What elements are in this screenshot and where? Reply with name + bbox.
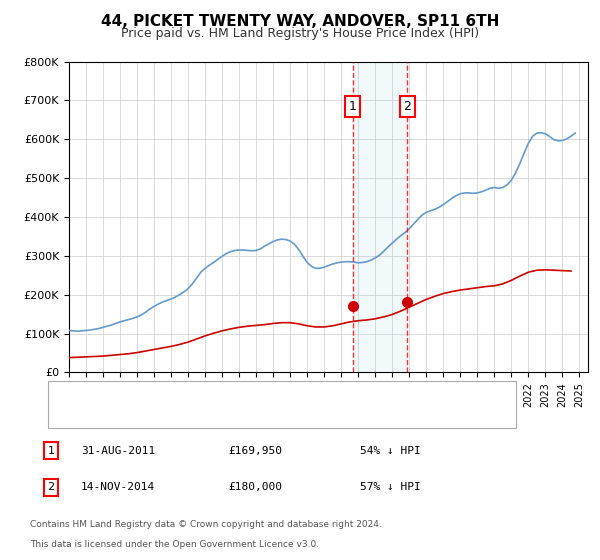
Text: ─────: ───── xyxy=(55,410,89,420)
Text: This data is licensed under the Open Government Licence v3.0.: This data is licensed under the Open Gov… xyxy=(30,540,319,549)
Text: HPI: Average price, detached house, Test Valley: HPI: Average price, detached house, Test… xyxy=(89,410,337,420)
Text: Contains HM Land Registry data © Crown copyright and database right 2024.: Contains HM Land Registry data © Crown c… xyxy=(30,520,382,529)
Text: Price paid vs. HM Land Registry's House Price Index (HPI): Price paid vs. HM Land Registry's House … xyxy=(121,27,479,40)
Text: 2: 2 xyxy=(47,482,55,492)
Text: 44, PICKET TWENTY WAY, ANDOVER, SP11 6TH (detached house): 44, PICKET TWENTY WAY, ANDOVER, SP11 6TH… xyxy=(89,389,427,399)
Text: 57% ↓ HPI: 57% ↓ HPI xyxy=(360,482,421,492)
Text: 54% ↓ HPI: 54% ↓ HPI xyxy=(360,446,421,456)
Bar xyxy=(353,62,407,372)
Text: 14-NOV-2014: 14-NOV-2014 xyxy=(81,482,155,492)
Text: £169,950: £169,950 xyxy=(228,446,282,456)
Text: 31-AUG-2011: 31-AUG-2011 xyxy=(81,446,155,456)
Text: 2: 2 xyxy=(403,100,411,113)
Text: 1: 1 xyxy=(47,446,55,456)
Text: ─────: ───── xyxy=(55,389,89,399)
Text: 1: 1 xyxy=(349,100,356,113)
Text: £180,000: £180,000 xyxy=(228,482,282,492)
Text: 44, PICKET TWENTY WAY, ANDOVER, SP11 6TH: 44, PICKET TWENTY WAY, ANDOVER, SP11 6TH xyxy=(101,14,499,29)
